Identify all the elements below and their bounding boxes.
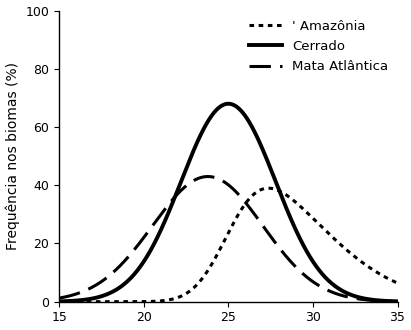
Legend: ' Amazônia, Cerrado, Mata Atlântica: ' Amazônia, Cerrado, Mata Atlântica <box>243 15 394 79</box>
' Amazônia <box>289 197 294 201</box>
' Amazônia <box>206 268 211 272</box>
' Amazônia <box>327 232 332 236</box>
Cerrado <box>395 299 400 303</box>
' Amazônia <box>395 281 400 285</box>
' Amazônia <box>321 226 326 230</box>
Cerrado <box>327 280 332 283</box>
Mata Atlântica <box>321 286 326 290</box>
Mata Atlântica <box>289 261 294 265</box>
Mata Atlântica <box>206 175 210 179</box>
' Amazônia <box>194 284 199 288</box>
Mata Atlântica <box>395 299 400 303</box>
Cerrado <box>206 119 211 123</box>
Mata Atlântica <box>206 175 211 179</box>
Cerrado <box>226 102 231 106</box>
' Amazônia <box>266 186 271 190</box>
Line: ' Amazônia: ' Amazônia <box>59 188 397 302</box>
Cerrado <box>194 143 199 147</box>
Y-axis label: Frequência nos biomas (%): Frequência nos biomas (%) <box>6 62 20 250</box>
Mata Atlântica <box>327 289 332 293</box>
Mata Atlântica <box>91 284 96 288</box>
' Amazônia <box>57 300 62 304</box>
Cerrado <box>289 219 294 223</box>
Line: Cerrado: Cerrado <box>59 104 397 301</box>
Cerrado <box>91 296 96 300</box>
Cerrado <box>57 299 62 303</box>
' Amazônia <box>91 300 96 304</box>
Mata Atlântica <box>57 296 62 300</box>
Cerrado <box>321 273 326 277</box>
Line: Mata Atlântica: Mata Atlântica <box>59 177 397 301</box>
Mata Atlântica <box>194 178 199 182</box>
